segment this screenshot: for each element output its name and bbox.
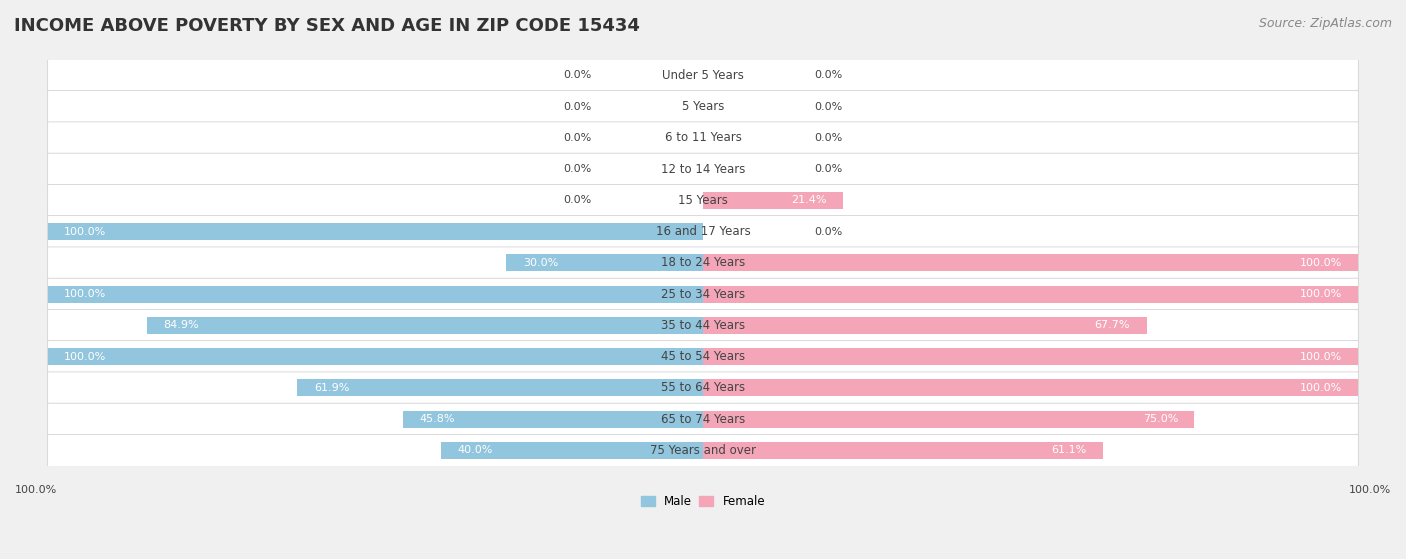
Text: 6 to 11 Years: 6 to 11 Years [665, 131, 741, 144]
Text: 61.1%: 61.1% [1052, 446, 1087, 456]
Text: 30.0%: 30.0% [523, 258, 558, 268]
Bar [703, 254, 1358, 272]
Bar [703, 192, 844, 209]
Text: 100.0%: 100.0% [65, 352, 107, 362]
Bar [703, 286, 1358, 303]
Bar [404, 410, 703, 428]
Text: 67.7%: 67.7% [1095, 320, 1130, 330]
Text: Source: ZipAtlas.com: Source: ZipAtlas.com [1258, 17, 1392, 30]
Bar [441, 442, 703, 459]
FancyBboxPatch shape [48, 310, 1358, 342]
FancyBboxPatch shape [48, 372, 1358, 404]
Bar [48, 286, 703, 303]
FancyBboxPatch shape [48, 122, 1358, 154]
Text: 15 Years: 15 Years [678, 194, 728, 207]
Text: 5 Years: 5 Years [682, 100, 724, 113]
Text: 0.0%: 0.0% [564, 164, 592, 174]
Bar [48, 348, 703, 365]
Text: 65 to 74 Years: 65 to 74 Years [661, 413, 745, 425]
Bar [506, 254, 703, 272]
FancyBboxPatch shape [48, 216, 1358, 248]
Text: 25 to 34 Years: 25 to 34 Years [661, 288, 745, 301]
Text: 100.0%: 100.0% [1299, 352, 1341, 362]
Text: 0.0%: 0.0% [814, 133, 842, 143]
FancyBboxPatch shape [48, 340, 1358, 372]
FancyBboxPatch shape [48, 247, 1358, 279]
Bar [703, 442, 1104, 459]
FancyBboxPatch shape [48, 59, 1358, 91]
Bar [703, 348, 1358, 365]
Text: 0.0%: 0.0% [564, 102, 592, 112]
Text: 0.0%: 0.0% [564, 70, 592, 80]
Text: 18 to 24 Years: 18 to 24 Years [661, 257, 745, 269]
Bar [298, 379, 703, 396]
Bar [703, 379, 1358, 396]
Text: 75.0%: 75.0% [1143, 414, 1178, 424]
Text: INCOME ABOVE POVERTY BY SEX AND AGE IN ZIP CODE 15434: INCOME ABOVE POVERTY BY SEX AND AGE IN Z… [14, 17, 640, 35]
Text: 55 to 64 Years: 55 to 64 Years [661, 381, 745, 394]
Text: 45.8%: 45.8% [419, 414, 454, 424]
Text: 35 to 44 Years: 35 to 44 Years [661, 319, 745, 332]
FancyBboxPatch shape [48, 184, 1358, 216]
Text: Under 5 Years: Under 5 Years [662, 69, 744, 82]
Text: 100.0%: 100.0% [65, 226, 107, 236]
Text: 75 Years and over: 75 Years and over [650, 444, 756, 457]
Text: 0.0%: 0.0% [564, 133, 592, 143]
FancyBboxPatch shape [48, 434, 1358, 466]
Text: 0.0%: 0.0% [814, 102, 842, 112]
Bar [146, 317, 703, 334]
Bar [703, 410, 1195, 428]
FancyBboxPatch shape [48, 153, 1358, 185]
Text: 45 to 54 Years: 45 to 54 Years [661, 350, 745, 363]
Text: 16 and 17 Years: 16 and 17 Years [655, 225, 751, 238]
Text: 100.0%: 100.0% [1348, 485, 1391, 495]
Text: 0.0%: 0.0% [814, 164, 842, 174]
FancyBboxPatch shape [48, 403, 1358, 435]
Text: 100.0%: 100.0% [1299, 258, 1341, 268]
Text: 21.4%: 21.4% [792, 195, 827, 205]
Text: 40.0%: 40.0% [457, 446, 492, 456]
Text: 100.0%: 100.0% [1299, 289, 1341, 299]
Text: 12 to 14 Years: 12 to 14 Years [661, 163, 745, 176]
Text: 0.0%: 0.0% [564, 195, 592, 205]
FancyBboxPatch shape [48, 91, 1358, 122]
Text: 84.9%: 84.9% [163, 320, 198, 330]
Bar [703, 317, 1147, 334]
Text: 0.0%: 0.0% [814, 226, 842, 236]
FancyBboxPatch shape [48, 278, 1358, 310]
Text: 100.0%: 100.0% [15, 485, 58, 495]
Text: 61.9%: 61.9% [314, 383, 349, 393]
Text: 100.0%: 100.0% [1299, 383, 1341, 393]
Legend: Male, Female: Male, Female [636, 490, 770, 513]
Text: 0.0%: 0.0% [814, 70, 842, 80]
Bar [48, 223, 703, 240]
Text: 100.0%: 100.0% [65, 289, 107, 299]
